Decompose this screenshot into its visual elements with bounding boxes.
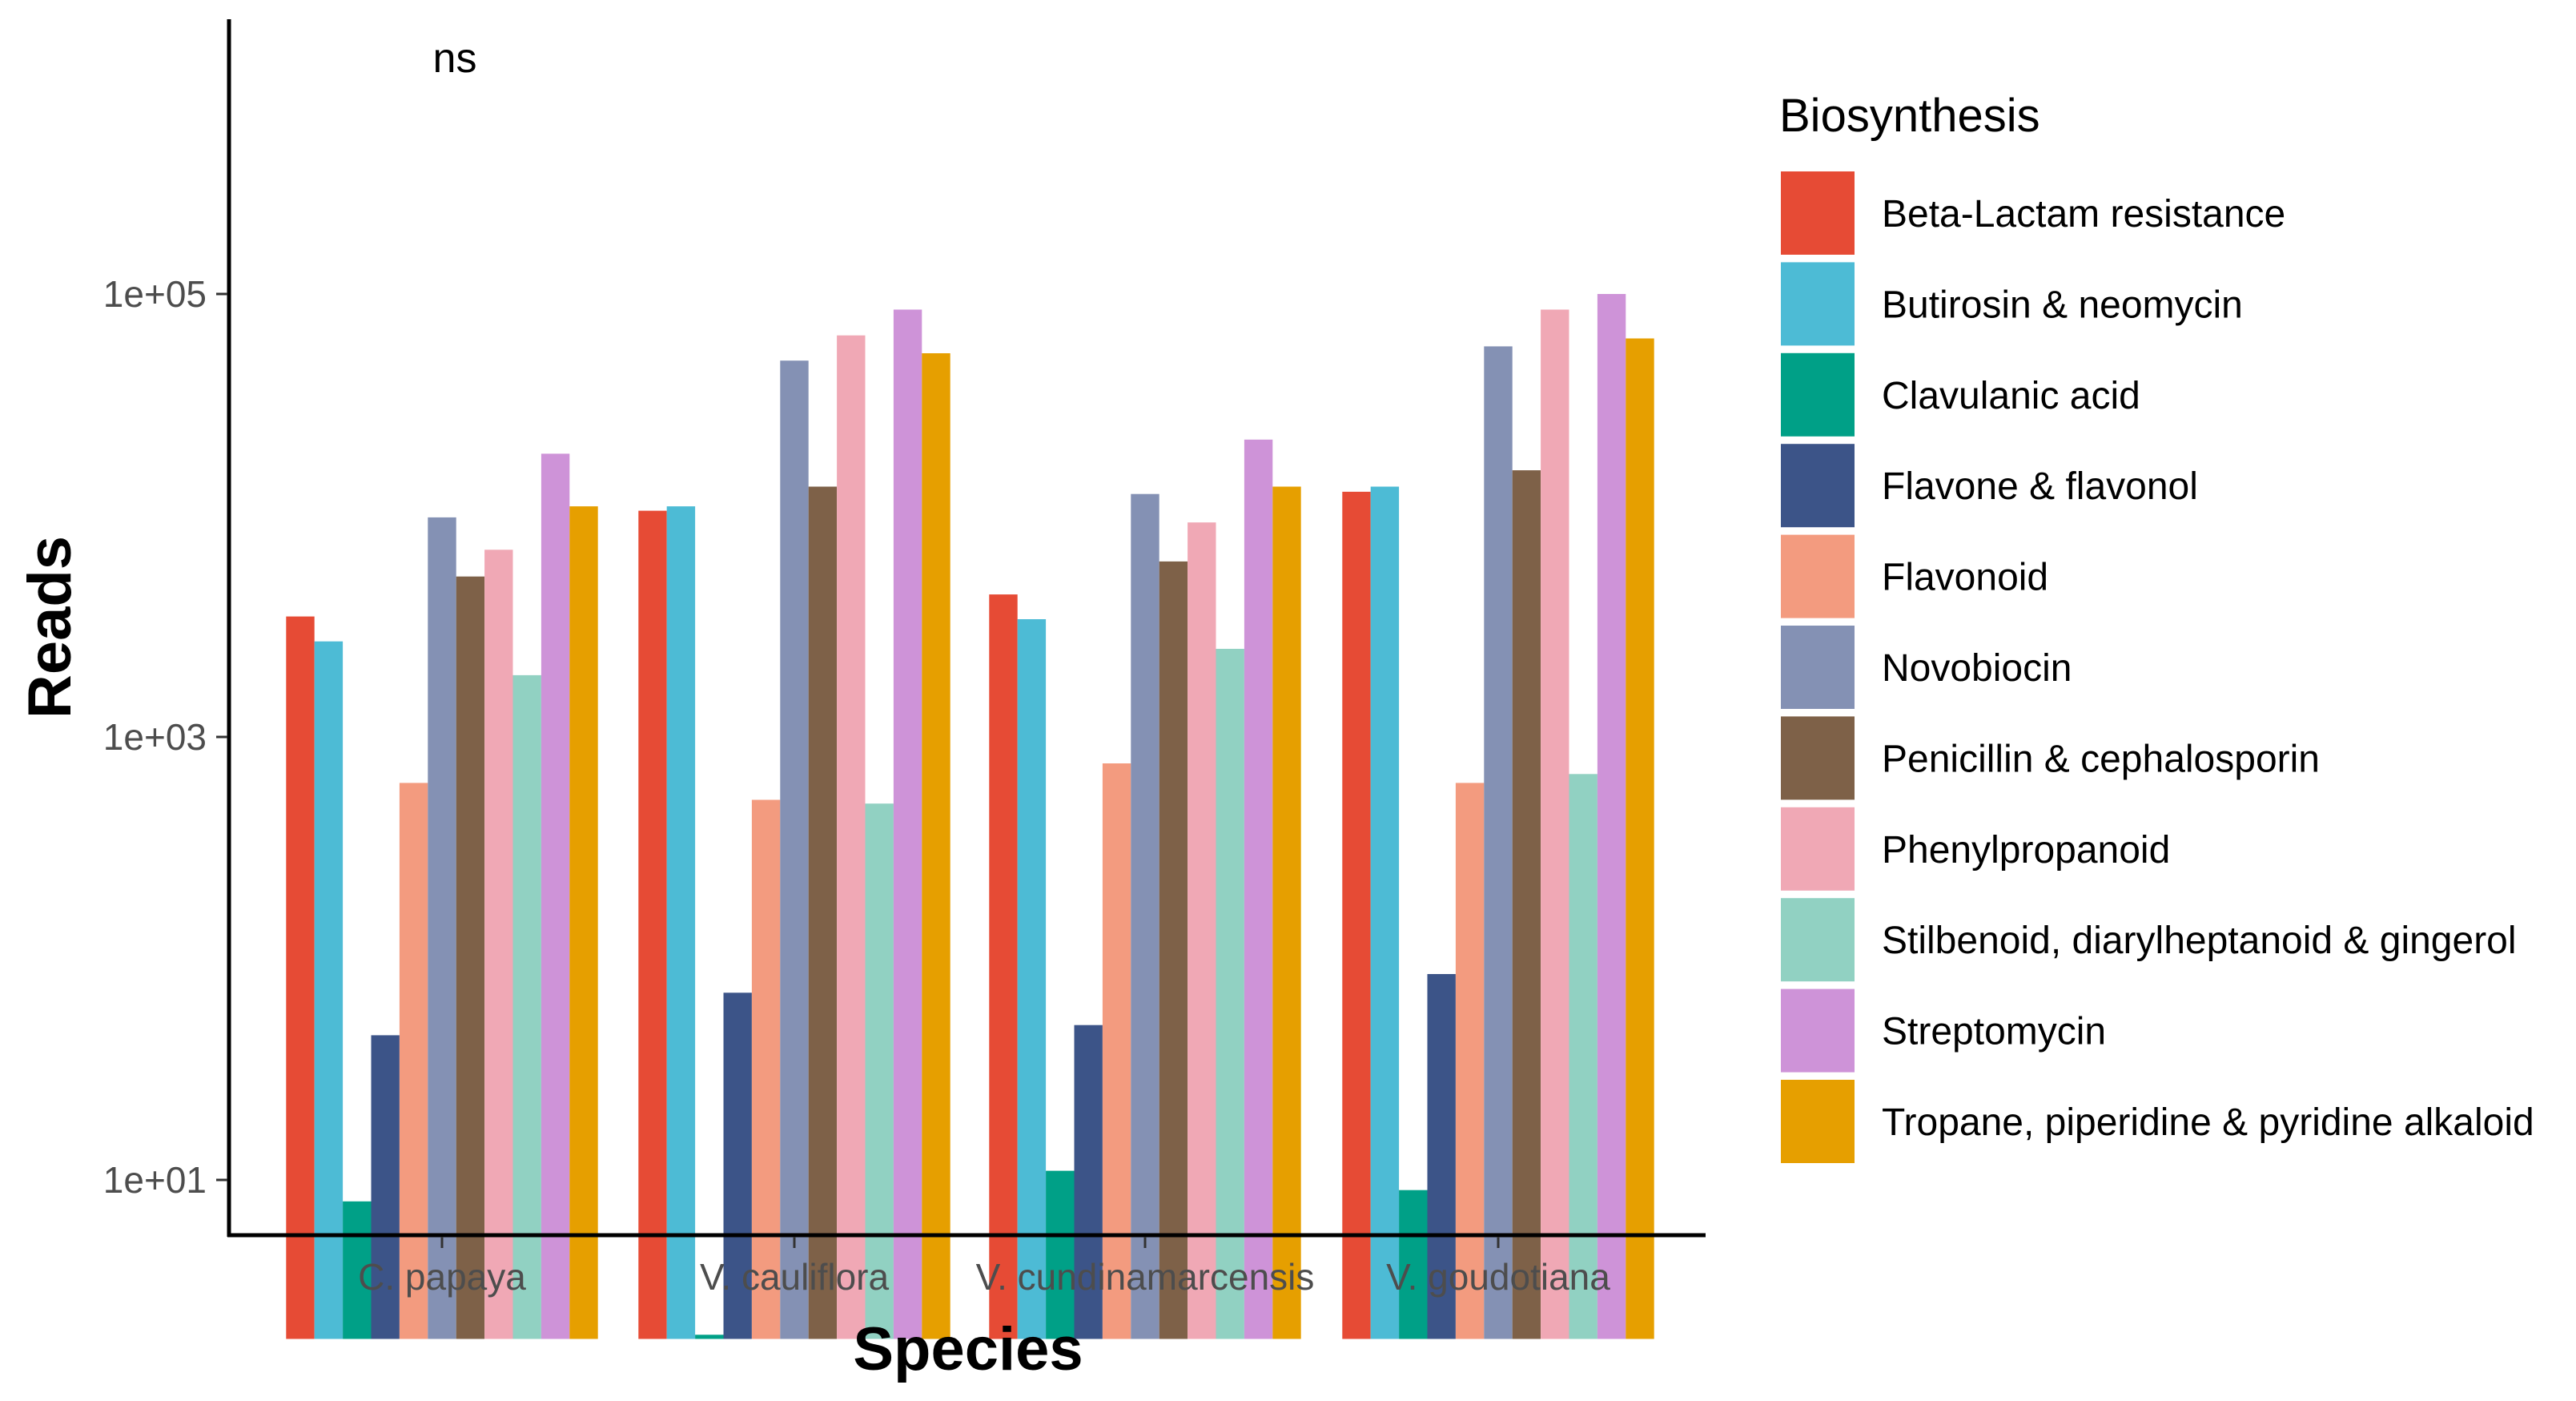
bar-0-1 (314, 641, 344, 1339)
bar-3-8 (1569, 774, 1597, 1339)
bar-3-3 (1427, 974, 1456, 1339)
legend-key (1781, 534, 1855, 618)
bar-1-7 (837, 335, 866, 1339)
legend-label: Stilbenoid, diarylheptanoid & gingerol (1882, 920, 2517, 962)
bar-0-0 (286, 616, 315, 1339)
y-tick-label: 1e+01 (103, 1159, 207, 1201)
x-tick-label: V. cundinamarcensis (976, 1256, 1315, 1298)
significance-annotation: ns (433, 35, 477, 82)
bar-0-3 (371, 1035, 400, 1339)
bar-3-7 (1541, 309, 1569, 1339)
bar-2-1 (1017, 619, 1047, 1339)
bar-1-5 (780, 360, 809, 1339)
legend-label: Phenylpropanoid (1882, 829, 2170, 872)
legend-key (1781, 988, 1855, 1073)
bar-3-6 (1512, 470, 1541, 1339)
legend-label: Novobiocin (1882, 647, 2072, 690)
legend-label: Penicillin & cephalosporin (1882, 738, 2320, 780)
bar-0-7 (484, 550, 513, 1339)
legend-label: Tropane, piperidine & pyridine alkaloid (1882, 1101, 2534, 1144)
bars-layer (286, 294, 1654, 1339)
y-ticks: 1e+01 1e+03 1e+05 (103, 273, 227, 1201)
legend-key (1781, 352, 1855, 437)
legend-key (1781, 262, 1855, 346)
y-tick-label: 1e+05 (103, 273, 207, 315)
bar-0-5 (428, 517, 456, 1339)
bar-1-4 (751, 799, 781, 1339)
bar-0-2 (343, 1201, 372, 1339)
bar-3-9 (1597, 294, 1626, 1339)
legend: Beta-Lactam resistance Butirosin & neomyc… (1781, 171, 2534, 1163)
bar-2-2 (1046, 1170, 1075, 1339)
bar-2-10 (1272, 486, 1301, 1339)
y-tick-label: 1e+03 (103, 716, 207, 758)
legend-key (1781, 444, 1855, 528)
bar-0-9 (541, 453, 570, 1339)
x-tick-label: V. cauliflora (700, 1256, 890, 1298)
legend-label: Flavone & flavonol (1882, 465, 2198, 508)
bar-1-3 (723, 992, 752, 1339)
bar-0-4 (399, 783, 428, 1339)
bar-1-8 (865, 803, 894, 1339)
bar-1-1 (666, 506, 696, 1339)
bar-1-9 (893, 309, 922, 1339)
bar-3-1 (1370, 486, 1400, 1339)
legend-label: Streptomycin (1882, 1011, 2106, 1053)
bar-3-5 (1484, 346, 1513, 1339)
bar-1-10 (922, 353, 950, 1339)
bar-1-2 (695, 1335, 724, 1339)
legend-label: Clavulanic acid (1882, 375, 2140, 417)
bar-2-7 (1188, 522, 1216, 1339)
bar-0-10 (569, 506, 598, 1339)
bar-0-8 (512, 674, 541, 1339)
legend-key (1781, 898, 1855, 982)
bar-1-6 (808, 486, 838, 1339)
bar-2-8 (1216, 649, 1244, 1339)
legend-title: Biosynthesis (1779, 90, 2040, 142)
x-ticks: C. papaya V. cauliflora V. cundinamarcensi… (358, 1237, 1610, 1298)
bar-3-0 (1342, 491, 1371, 1339)
legend-key (1781, 171, 1855, 255)
bar-2-5 (1131, 493, 1159, 1339)
legend-key (1781, 626, 1855, 709)
legend-key (1781, 807, 1855, 891)
y-axis-title: Reads (16, 536, 84, 719)
bar-2-4 (1102, 763, 1131, 1339)
x-tick-label: V. goudotiana (1386, 1256, 1610, 1298)
bar-3-2 (1399, 1190, 1428, 1339)
legend-key (1781, 716, 1855, 800)
bar-2-6 (1159, 561, 1188, 1339)
bar-1-0 (638, 510, 667, 1339)
bar-2-3 (1074, 1025, 1103, 1339)
bar-2-9 (1244, 439, 1273, 1339)
legend-label: Flavonoid (1882, 557, 2048, 599)
bar-2-0 (989, 594, 1018, 1339)
x-tick-label: C. papaya (358, 1256, 526, 1298)
legend-label: Butirosin & neomycin (1882, 284, 2243, 326)
bar-3-10 (1626, 338, 1654, 1339)
bar-0-6 (456, 576, 485, 1339)
legend-key (1781, 1080, 1855, 1163)
x-axis-title: Species (853, 1315, 1083, 1383)
legend-label: Beta-Lactam resistance (1882, 193, 2285, 236)
bar-3-4 (1455, 783, 1485, 1339)
